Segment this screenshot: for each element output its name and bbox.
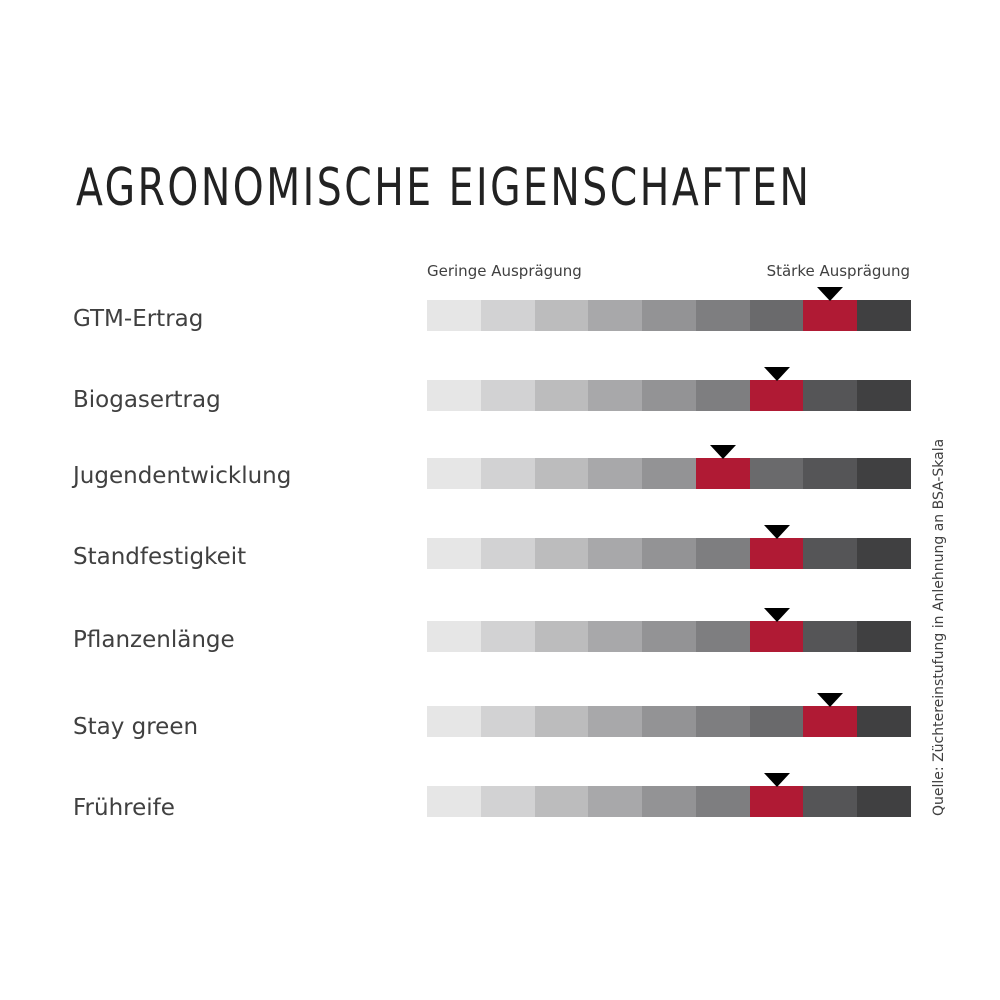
scale-segment: [480, 706, 535, 737]
scale-segment: [427, 380, 481, 411]
scale-segment: [642, 300, 696, 331]
trait-label: Standfestigkeit: [73, 544, 247, 570]
scale-segment: [427, 621, 481, 652]
scale-segment: [695, 706, 750, 737]
value-marker-icon: [709, 445, 736, 459]
scale-segment: [480, 786, 535, 817]
scale-segment: [588, 786, 643, 817]
scale-segment: [642, 706, 696, 737]
scale-segment: [480, 380, 535, 411]
scale-segment: [534, 300, 589, 331]
trait-scale-bar: [427, 706, 912, 737]
scale-segment: [857, 380, 912, 411]
scale-segment: [695, 538, 750, 569]
scale-segment: [588, 458, 643, 489]
scale-segment: [695, 300, 750, 331]
scale-segment-selected: [749, 786, 804, 817]
scale-segment: [480, 621, 535, 652]
scale-segment: [534, 538, 589, 569]
scale-segment-selected: [695, 458, 750, 489]
trait-label: Jugendentwicklung: [73, 463, 292, 489]
scale-segment: [588, 706, 643, 737]
trait-label: Biogasertrag: [73, 387, 221, 413]
scale-segment: [749, 458, 804, 489]
scale-segment-selected: [749, 621, 804, 652]
scale-segment: [695, 621, 750, 652]
scale-segment: [749, 706, 804, 737]
scale-segment: [749, 300, 804, 331]
value-marker-icon: [763, 773, 790, 787]
scale-segment: [427, 538, 481, 569]
chart-title: Agronomische Eigenschaften: [76, 158, 812, 218]
scale-segment: [803, 538, 858, 569]
scale-segment: [642, 621, 696, 652]
source-note: Quelle: Züchtereinstufung in Anlehnung a…: [931, 438, 947, 816]
trait-scale-bar: [427, 300, 912, 331]
trait-scale-bar: [427, 786, 912, 817]
scale-segment: [427, 300, 481, 331]
trait-scale-bar: [427, 458, 912, 489]
scale-segment: [642, 458, 696, 489]
scale-segment: [803, 458, 858, 489]
scale-segment: [427, 706, 481, 737]
scale-low-label: Geringe Ausprägung: [427, 262, 582, 280]
scale-segment: [857, 538, 912, 569]
value-marker-icon: [763, 525, 790, 539]
scale-segment: [857, 300, 912, 331]
scale-segment: [588, 538, 643, 569]
scale-segment: [480, 458, 535, 489]
scale-segment: [857, 786, 912, 817]
scale-segment-selected: [749, 380, 804, 411]
value-marker-icon: [763, 367, 790, 381]
scale-segment-selected: [803, 300, 858, 331]
scale-segment: [642, 538, 696, 569]
scale-segment: [427, 786, 481, 817]
scale-segment: [534, 706, 589, 737]
scale-segment: [534, 458, 589, 489]
scale-segment: [857, 621, 912, 652]
scale-high-label: Stärke Ausprägung: [766, 262, 910, 280]
trait-scale-bar: [427, 621, 912, 652]
scale-segment-selected: [803, 706, 858, 737]
scale-segment: [480, 538, 535, 569]
scale-segment: [642, 786, 696, 817]
trait-scale-bar: [427, 538, 912, 569]
trait-scale-bar: [427, 380, 912, 411]
scale-segment: [534, 380, 589, 411]
scale-segment: [534, 786, 589, 817]
scale-segment: [427, 458, 481, 489]
scale-segment: [803, 621, 858, 652]
scale-segment-selected: [749, 538, 804, 569]
scale-segment: [588, 300, 643, 331]
scale-segment: [695, 380, 750, 411]
value-marker-icon: [817, 287, 844, 301]
scale-segment: [857, 706, 912, 737]
trait-label: Frühreife: [73, 795, 175, 821]
scale-segment: [588, 621, 643, 652]
scale-segment: [857, 458, 912, 489]
trait-label: GTM-Ertrag: [73, 306, 204, 332]
scale-segment: [642, 380, 696, 411]
trait-label: Pflanzenlänge: [73, 627, 235, 653]
scale-segment: [803, 380, 858, 411]
scale-segment: [695, 786, 750, 817]
scale-segment: [588, 380, 643, 411]
value-marker-icon: [763, 608, 790, 622]
trait-label: Stay green: [73, 714, 199, 740]
scale-segment: [480, 300, 535, 331]
scale-segment: [803, 786, 858, 817]
scale-segment: [534, 621, 589, 652]
value-marker-icon: [817, 693, 844, 707]
